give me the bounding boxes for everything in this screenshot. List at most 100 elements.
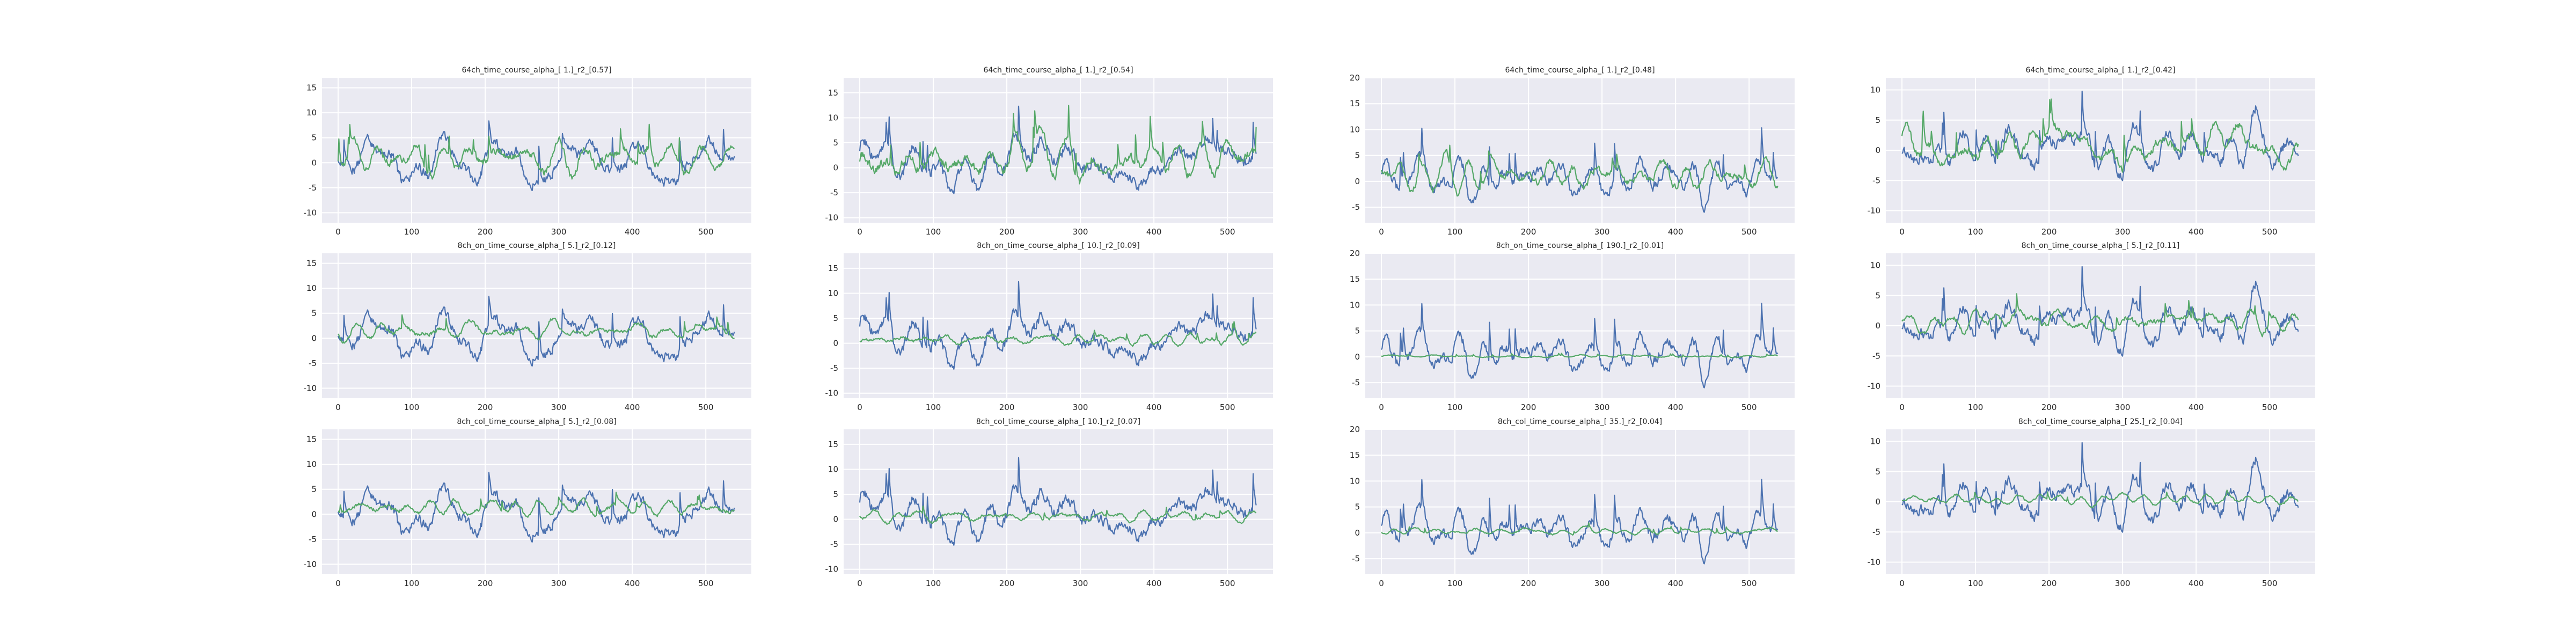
subplot-title: 64ch_time_course_alpha_[ 1.]_r2_[0.42] [2025, 66, 2175, 75]
y-tick-label: 5 [833, 138, 838, 148]
y-tick-label: 10 [1350, 300, 1360, 310]
plot-area [322, 253, 751, 398]
y-tick-label: 5 [311, 309, 317, 318]
x-tick-label: 200 [1521, 227, 1536, 237]
x-tick-label: 100 [1968, 579, 1984, 588]
x-tick-label: 100 [926, 579, 941, 588]
x-tick-label: 100 [1968, 402, 1984, 412]
x-tick-label: 0 [1379, 227, 1384, 237]
y-tick-label: -10 [304, 208, 317, 217]
y-tick-label: 10 [828, 113, 838, 122]
y-tick-label: 0 [311, 509, 317, 519]
y-tick-label: 10 [306, 459, 317, 469]
x-tick-label: 200 [2041, 579, 2057, 588]
y-tick-label: -5 [1352, 554, 1360, 564]
y-tick-label: 10 [1350, 125, 1360, 134]
subplot-3: 0 100 200 300 400 500 -5 0 5 10 15 20 64ch_time_cour… [1350, 66, 1795, 237]
x-tick-label: 500 [1741, 402, 1757, 412]
x-tick-label: 0 [1899, 579, 1905, 588]
y-tick-label: -10 [825, 565, 839, 574]
y-tick-label: -10 [1868, 206, 1881, 216]
x-tick-label: 0 [335, 227, 341, 237]
series-line-measured [1381, 303, 1779, 389]
x-tick-label: 500 [1741, 579, 1757, 588]
x-tick-label: 400 [2189, 227, 2204, 237]
x-tick-label: 300 [1594, 579, 1610, 588]
x-tick-label: 200 [2041, 402, 2057, 412]
y-tick-label: -5 [309, 535, 317, 544]
x-tick-label: 100 [404, 402, 420, 412]
series-line-predicted [337, 123, 735, 180]
y-tick-label: 10 [828, 464, 838, 474]
x-tick-label: 0 [1899, 402, 1905, 412]
x-tick-label: 200 [478, 579, 493, 588]
y-tick-label: 0 [1875, 321, 1880, 331]
series-line-predicted [1381, 353, 1778, 358]
subplot-title: 8ch_on_time_course_alpha_[ 5.]_r2_[0.11] [2022, 241, 2180, 250]
y-tick-label: 0 [311, 158, 317, 167]
x-tick-label: 200 [1521, 579, 1536, 588]
subplot-title: 8ch_on_time_course_alpha_[ 10.]_r2_[0.09… [977, 241, 1140, 250]
x-tick-label: 400 [2189, 579, 2204, 588]
x-tick-label: 500 [698, 402, 714, 412]
x-tick-label: 500 [1741, 227, 1757, 237]
subplot-title: 8ch_on_time_course_alpha_[ 5.]_r2_[0.12] [458, 241, 616, 250]
x-tick-label: 100 [1968, 227, 1984, 237]
plot-area [322, 429, 751, 574]
x-tick-label: 500 [2262, 402, 2278, 412]
y-tick-label: -5 [309, 183, 317, 193]
plot-area [322, 78, 751, 223]
subplot-9: 0 100 200 300 400 500 -10 -5 0 5 10 15 8ch_col_time_… [304, 418, 751, 588]
subplot-title: 8ch_col_time_course_alpha_[ 5.]_r2_[0.08… [457, 418, 616, 426]
x-tick-label: 400 [625, 579, 640, 588]
x-tick-label: 400 [625, 227, 640, 237]
y-tick-label: 10 [1350, 476, 1360, 486]
y-tick-label: 15 [1350, 99, 1360, 108]
plot-area [844, 429, 1273, 574]
x-tick-label: 100 [404, 579, 420, 588]
y-tick-label: -5 [1352, 202, 1360, 212]
x-tick-label: 0 [1379, 579, 1384, 588]
y-tick-label: -10 [825, 389, 839, 398]
x-tick-label: 500 [2262, 227, 2278, 237]
subplot-2: 0 100 200 300 400 500 -10 -5 0 5 10 15 64ch_time_cou… [825, 66, 1273, 237]
series-line-predicted [338, 492, 735, 518]
x-tick-label: 300 [2115, 579, 2131, 588]
subplot-11: 0 100 200 300 400 500 -5 0 5 10 15 20 8ch_col_time_c… [1350, 418, 1795, 588]
x-tick-label: 300 [1594, 402, 1610, 412]
x-tick-label: 400 [1668, 579, 1684, 588]
y-tick-label: -5 [830, 539, 838, 549]
y-tick-label: 10 [1870, 85, 1880, 95]
x-tick-label: 400 [625, 402, 640, 412]
series-line-predicted [1901, 98, 2299, 173]
x-tick-label: 400 [1146, 402, 1162, 412]
x-tick-label: 400 [2189, 402, 2204, 412]
y-tick-label: 10 [306, 108, 317, 118]
y-tick-label: -10 [304, 383, 317, 393]
subplot-title: 8ch_col_time_course_alpha_[ 25.]_r2_[0.0… [2018, 418, 2183, 426]
y-tick-label: 15 [828, 88, 838, 98]
y-tick-label: -10 [1868, 558, 1881, 567]
subplot-4: 0 100 200 300 400 500 -10 -5 0 5 10 64ch_time_cours… [1868, 66, 2315, 237]
x-tick-label: 200 [2041, 227, 2057, 237]
series-line-predicted [859, 321, 1257, 347]
y-tick-label: 0 [1355, 528, 1360, 538]
subplot-title: 64ch_time_course_alpha_[ 1.]_r2_[0.57] [462, 66, 611, 75]
series-line-measured [859, 105, 1257, 194]
subplot-10: 0 100 200 300 400 500 -10 -5 0 5 10 15 8ch_col_time_… [825, 418, 1273, 588]
y-tick-label: 0 [833, 515, 838, 524]
x-tick-label: 100 [926, 227, 941, 237]
subplot-7: 0 100 200 300 400 500 -5 0 5 10 15 20 8ch_on_time_co… [1350, 241, 1795, 412]
y-tick-label: 5 [311, 133, 317, 143]
x-tick-label: 0 [857, 402, 862, 412]
x-tick-label: 200 [478, 227, 493, 237]
x-tick-label: 100 [1447, 227, 1463, 237]
y-tick-label: 5 [311, 485, 317, 494]
y-tick-label: -5 [309, 358, 317, 368]
x-tick-label: 100 [404, 227, 420, 237]
y-tick-label: 5 [1875, 467, 1880, 477]
series-line-measured [859, 457, 1257, 546]
x-tick-label: 0 [335, 579, 341, 588]
x-tick-label: 400 [1668, 402, 1684, 412]
